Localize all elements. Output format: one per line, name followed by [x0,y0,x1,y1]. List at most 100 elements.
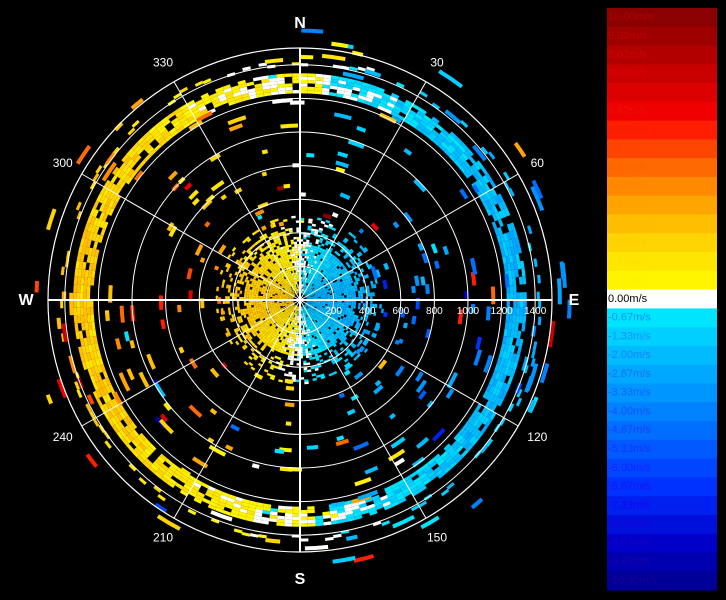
velocity-bin [295,344,298,347]
velocity-bin [261,82,270,87]
velocity-bin [311,280,314,284]
velocity-bin [239,508,248,514]
velocity-bin [338,315,342,319]
velocity-bin [252,312,256,316]
velocity-bin [300,76,308,81]
velocity-bin [256,308,260,312]
velocity-bin [296,288,298,292]
velocity-bin [339,318,343,322]
velocity-bin [314,291,317,294]
velocity-bin [293,275,296,278]
velocity-bin [474,411,481,420]
velocity-bin [133,154,142,163]
velocity-bin [269,309,272,312]
velocity-bin [311,342,315,346]
velocity-bin [269,219,275,224]
velocity-bin [327,320,331,324]
velocity-bin [514,237,521,246]
velocity-bin [508,314,513,323]
velocity-bin [403,118,412,125]
velocity-bin [327,302,331,305]
velocity-bin [282,277,285,281]
velocity-bin [265,326,269,330]
velocity-bin [110,416,118,425]
velocity-bin [278,328,281,332]
velocity-bin [280,261,284,265]
velocity-bin [300,90,308,94]
velocity-bin [317,244,321,248]
velocity-bin [263,282,267,285]
velocity-bin [100,363,106,372]
velocity-bin [308,354,313,358]
velocity-bin [156,468,165,477]
velocity-bin [344,342,349,347]
velocity-bin [307,328,311,332]
velocity-bin [333,533,342,539]
velocity-bin [514,354,521,363]
azimuth-label: 300 [53,156,73,170]
velocity-bin [354,324,358,329]
velocity-bin [87,321,93,330]
velocity-bin [92,200,100,210]
velocity-bin [476,413,484,422]
velocity-bin [272,244,277,248]
velocity-bin [188,475,197,482]
velocity-bin [390,436,406,449]
velocity-bin [439,131,448,139]
velocity-bin [364,97,373,103]
velocity-bin [269,84,278,89]
velocity-bin [301,269,304,273]
velocity-bin [381,95,390,103]
velocity-bin [519,292,524,300]
velocity-bin [258,271,263,275]
velocity-bin [308,278,311,282]
velocity-bin [258,308,262,311]
velocity-bin [379,494,389,501]
velocity-bin [298,306,299,309]
velocity-bin [231,246,237,252]
velocity-bin [309,335,313,339]
velocity-bin [287,314,290,318]
velocity-bin [116,178,124,187]
velocity-bin [292,322,294,325]
velocity-bin [367,289,370,293]
velocity-bin [500,200,508,210]
velocity-bin [366,264,371,270]
velocity-bin [271,315,275,318]
velocity-bin [313,282,317,286]
velocity-bin [348,294,352,298]
velocity-bin [230,423,240,432]
velocity-bin [89,207,96,217]
velocity-bin [518,276,523,285]
velocity-bin [213,491,222,498]
velocity-bin [429,460,438,469]
colorbar-label: 1.33m/s [608,255,648,267]
velocity-bin [260,324,265,328]
velocity-bin [258,62,268,67]
velocity-bin [90,216,96,225]
velocity-bin [306,305,309,308]
velocity-bin [45,394,54,405]
velocity-bin [252,76,262,82]
velocity-bin [350,308,354,312]
velocity-bin [159,413,169,423]
velocity-bin [193,497,203,504]
velocity-bin [344,317,348,321]
velocity-bin [287,337,290,341]
velocity-bin [385,105,394,112]
colorbar-label: 4.00m/s [608,180,648,192]
velocity-bin [275,292,278,294]
velocity-bin [228,123,243,132]
velocity-bin [275,267,279,272]
velocity-bin [285,305,288,308]
velocity-bin [258,304,261,307]
colorbar-swatch [607,402,717,422]
velocity-bin [356,342,361,348]
velocity-bin [316,281,319,285]
azimuth-spoke [173,81,301,301]
velocity-bin [93,335,98,344]
velocity-bin [268,263,273,268]
velocity-bin [288,306,291,309]
velocity-bin [262,339,267,344]
velocity-bin [289,278,292,282]
